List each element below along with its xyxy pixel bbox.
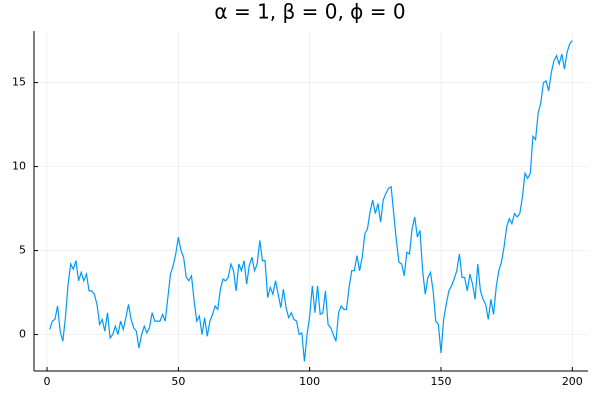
chart-title: α = 1, β = 0, ϕ = 0 — [214, 0, 405, 24]
x-tick-label: 200 — [562, 375, 583, 388]
y-tick-label: 0 — [19, 328, 26, 341]
y-tick-label: 15 — [12, 76, 26, 89]
data-line — [49, 40, 573, 362]
x-tick-label: 50 — [171, 375, 185, 388]
y-tick-label: 5 — [19, 244, 26, 257]
x-tick-label: 100 — [299, 375, 320, 388]
y-tick-label: 10 — [12, 160, 26, 173]
x-tick-label: 150 — [431, 375, 452, 388]
x-tick-label: 0 — [44, 375, 51, 388]
